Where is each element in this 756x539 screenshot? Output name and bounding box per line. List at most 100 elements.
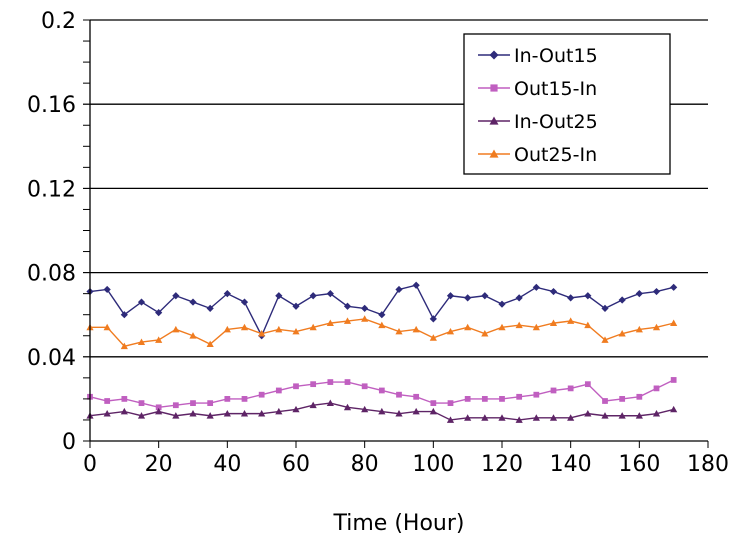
legend: In-Out15 Out15-In In-Out25 Out25-In: [463, 33, 671, 175]
data-point: [240, 298, 249, 306]
data-point: [549, 287, 558, 296]
data-point: [601, 304, 609, 312]
series-In-Out25: [86, 399, 678, 423]
legend-swatch-marker: [489, 116, 499, 125]
data-point: [515, 321, 523, 329]
data-point: [292, 302, 300, 310]
data-point: [378, 311, 386, 319]
data-point: [670, 283, 678, 291]
data-point: [104, 398, 111, 404]
y-tick-label: 0.04: [27, 346, 76, 371]
data-point: [532, 323, 540, 331]
data-point: [172, 325, 180, 333]
data-point: [653, 385, 660, 392]
y-tick-label: 0.08: [27, 262, 76, 287]
data-point: [567, 414, 575, 421]
data-point: [275, 407, 283, 415]
data-point: [670, 405, 678, 413]
y-tick-labels: 0 0.04 0.08 0.12 0.16 0.2: [27, 9, 76, 455]
data-point: [464, 294, 472, 302]
data-point: [602, 398, 608, 404]
data-point: [515, 416, 523, 423]
data-point: [446, 416, 455, 423]
x-tick-label: 180: [687, 452, 729, 477]
data-point: [258, 330, 266, 337]
series-Out15-In: [87, 377, 677, 411]
data-point: [601, 336, 609, 343]
data-point: [670, 377, 677, 383]
data-point: [172, 402, 179, 409]
data-point: [223, 410, 231, 417]
series-In-Out15: [86, 281, 678, 340]
data-point: [635, 290, 643, 298]
data-point: [344, 379, 351, 385]
data-point: [430, 400, 437, 406]
data-point: [619, 396, 626, 402]
data-point: [206, 304, 214, 312]
data-point: [326, 290, 334, 298]
data-point: [155, 404, 162, 411]
data-point: [275, 387, 282, 394]
data-point: [499, 396, 505, 402]
data-point: [206, 340, 214, 348]
legend-label: Out25-In: [514, 144, 597, 166]
data-point: [309, 323, 317, 331]
data-point: [292, 327, 300, 335]
data-point: [396, 391, 402, 398]
data-point: [533, 391, 540, 398]
data-point: [481, 292, 489, 300]
data-point: [481, 396, 488, 402]
data-point: [121, 396, 128, 402]
y-tick-label: 0: [62, 430, 76, 455]
x-tick-label: 140: [550, 452, 592, 477]
legend-label: In-Out15: [514, 45, 598, 67]
series-Out25-In: [86, 315, 678, 350]
data-point: [446, 327, 455, 335]
data-point: [258, 410, 266, 417]
data-point: [412, 325, 420, 333]
data-point: [240, 323, 249, 331]
data-point: [120, 342, 128, 350]
data-point: [567, 385, 574, 392]
data-point: [224, 396, 231, 402]
data-point: [155, 407, 163, 415]
data-point: [223, 290, 231, 298]
data-point: [670, 319, 678, 326]
data-point: [258, 391, 265, 398]
data-point: [189, 298, 197, 306]
data-point: [464, 396, 471, 402]
x-tick-label: 100: [412, 452, 454, 477]
series-layer: [86, 281, 678, 423]
data-point: [361, 315, 369, 322]
legend-swatch-marker: [489, 50, 499, 60]
y-tick-label: 0.16: [27, 93, 76, 118]
data-point: [498, 300, 506, 308]
data-point: [618, 412, 626, 419]
data-point: [652, 287, 661, 296]
data-point: [309, 292, 317, 300]
data-point: [395, 285, 403, 294]
data-point: [481, 330, 489, 337]
data-point: [636, 393, 643, 400]
data-point: [190, 400, 196, 406]
data-point: [189, 410, 197, 417]
data-point: [601, 412, 609, 419]
legend-box: [463, 33, 671, 175]
axes: [83, 19, 709, 448]
data-point: [138, 400, 145, 406]
data-point: [464, 414, 472, 421]
data-point: [326, 399, 334, 406]
data-point: [343, 302, 352, 310]
data-point: [155, 308, 163, 317]
data-point: [652, 410, 661, 417]
series-line: [89, 284, 674, 338]
data-point: [120, 311, 128, 319]
data-point: [635, 412, 643, 419]
data-point: [103, 410, 111, 417]
data-point: [584, 381, 591, 388]
data-point: [412, 281, 420, 289]
data-point: [207, 400, 214, 406]
data-point: [516, 393, 523, 400]
legend-swatch-marker: [489, 149, 499, 158]
